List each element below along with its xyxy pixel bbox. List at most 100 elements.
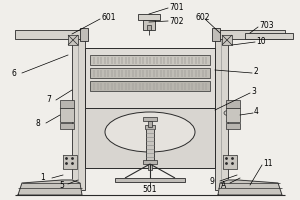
Bar — [160, 56, 161, 64]
Bar — [198, 82, 200, 90]
Bar — [205, 70, 207, 76]
Bar — [139, 82, 140, 90]
Bar — [146, 70, 148, 76]
Bar — [121, 82, 123, 90]
Bar — [139, 56, 140, 64]
Bar — [93, 82, 95, 90]
Bar — [152, 56, 154, 64]
Bar — [177, 70, 179, 76]
Text: 601: 601 — [101, 14, 116, 22]
Bar — [135, 82, 137, 90]
Bar — [226, 100, 240, 108]
Bar — [114, 70, 116, 76]
Text: 9: 9 — [210, 178, 215, 186]
Bar — [156, 56, 158, 64]
Bar — [173, 70, 175, 76]
Bar — [148, 121, 152, 127]
Bar — [191, 82, 193, 90]
Bar — [212, 28, 220, 41]
Bar — [103, 70, 106, 76]
Text: 3: 3 — [251, 88, 256, 97]
Bar — [143, 20, 155, 30]
Bar — [177, 82, 179, 90]
Bar — [97, 82, 98, 90]
Bar — [188, 70, 190, 76]
Bar — [163, 70, 165, 76]
Bar — [194, 82, 196, 90]
Bar — [60, 108, 74, 122]
Bar — [149, 70, 151, 76]
Text: 6: 6 — [12, 68, 17, 77]
Bar — [173, 82, 175, 90]
Text: 4: 4 — [254, 108, 259, 116]
Bar — [128, 56, 130, 64]
Bar — [118, 82, 119, 90]
Text: 8: 8 — [35, 118, 40, 128]
Bar — [146, 127, 154, 162]
Bar — [226, 108, 240, 122]
Bar — [63, 155, 77, 169]
Bar — [198, 70, 200, 76]
Bar — [160, 70, 161, 76]
Bar — [142, 56, 144, 64]
Bar — [139, 70, 140, 76]
Text: 11: 11 — [263, 158, 272, 168]
Bar — [97, 56, 98, 64]
Bar — [142, 70, 144, 76]
Bar — [114, 56, 116, 64]
Bar — [170, 82, 172, 90]
Bar — [135, 56, 137, 64]
Bar — [110, 56, 112, 64]
Bar — [97, 70, 98, 76]
Bar — [15, 30, 85, 39]
Bar — [138, 14, 160, 20]
Bar — [215, 30, 285, 39]
Text: 10: 10 — [256, 36, 266, 46]
Bar — [110, 82, 112, 90]
Bar — [167, 70, 169, 76]
Bar — [118, 70, 119, 76]
Bar — [198, 56, 200, 64]
Bar — [149, 56, 151, 64]
Bar — [90, 81, 210, 91]
Bar — [85, 48, 215, 118]
Bar — [103, 56, 106, 64]
Bar — [181, 70, 182, 76]
Bar — [90, 55, 210, 65]
Text: 5: 5 — [59, 180, 64, 190]
Bar — [121, 70, 123, 76]
Bar — [146, 56, 148, 64]
Bar — [152, 82, 154, 90]
Bar — [143, 160, 157, 164]
Bar — [184, 56, 186, 64]
Bar — [223, 155, 237, 169]
Text: 702: 702 — [169, 17, 184, 25]
Bar — [191, 70, 193, 76]
Bar — [226, 123, 240, 129]
Bar — [93, 70, 95, 76]
Bar — [124, 56, 127, 64]
Bar — [145, 125, 155, 129]
Bar — [143, 117, 157, 121]
Bar — [245, 33, 293, 39]
Bar — [107, 82, 109, 90]
Bar — [107, 56, 109, 64]
Text: A: A — [221, 180, 226, 190]
Text: 701: 701 — [169, 2, 184, 11]
Text: 1: 1 — [40, 173, 45, 182]
Bar — [124, 82, 127, 90]
Bar — [68, 35, 78, 45]
Bar — [170, 56, 172, 64]
Bar — [121, 56, 123, 64]
Bar — [173, 56, 175, 64]
Bar — [148, 162, 152, 170]
Bar — [194, 56, 196, 64]
Bar — [160, 82, 161, 90]
Bar — [215, 32, 228, 190]
Bar — [170, 70, 172, 76]
Bar — [60, 123, 74, 129]
Text: 2: 2 — [253, 68, 258, 76]
Bar — [181, 56, 182, 64]
Bar — [93, 56, 95, 64]
Bar — [135, 70, 137, 76]
